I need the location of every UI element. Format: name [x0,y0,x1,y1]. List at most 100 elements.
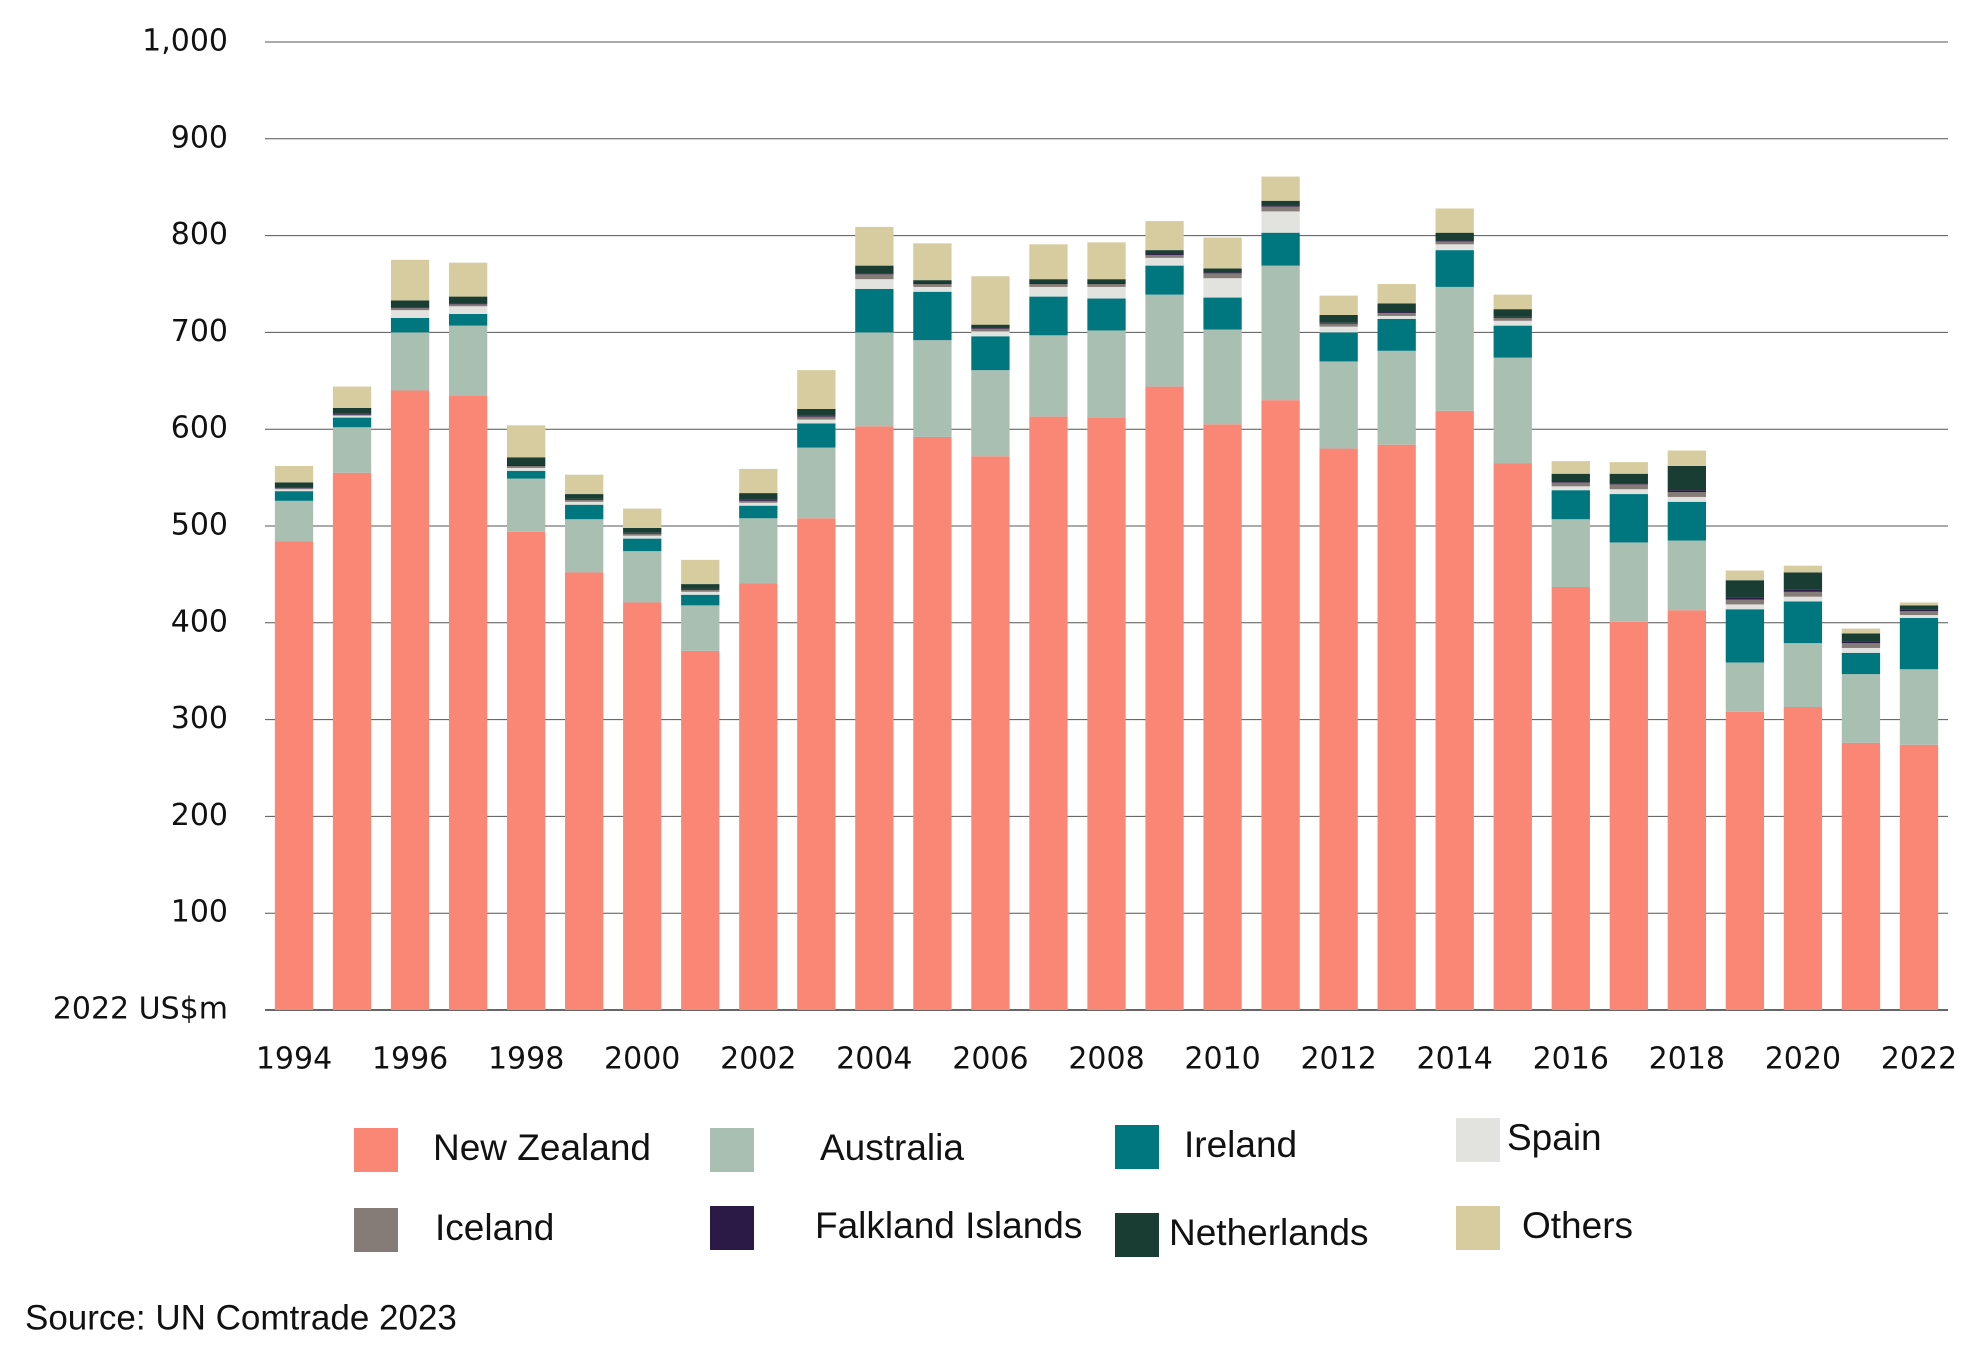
bar-segment [390,300,430,308]
bar-segment [797,447,836,519]
bar-segment [1087,283,1126,284]
bar-segment [1609,621,1648,1010]
bar-segment [1725,609,1765,663]
bar-segment [565,501,604,505]
y-tick-label: 600 [171,411,228,446]
legend-swatch [1115,1125,1159,1169]
bar-segment [1551,482,1590,487]
x-tick-label: 2006 [952,1042,1028,1077]
bar-segment [1087,242,1126,280]
bar-segment [274,500,314,542]
bar-segment [507,457,546,466]
y-tick-label: 1,000 [142,24,228,59]
bar-segment [623,533,662,536]
y-tick-label: 200 [171,798,228,833]
legend-swatch [710,1206,754,1250]
bar-segment [332,415,372,418]
bar-segment [332,417,372,428]
bar-segment [1783,591,1823,597]
legend-swatch [710,1128,754,1172]
bar-segment [623,551,662,603]
bar-segment [1145,294,1184,387]
bar-segment [1493,294,1532,310]
bar-segment [913,291,952,341]
bar-segment [1261,205,1300,207]
y-tick-label: 500 [171,508,228,543]
bar-segment [681,605,720,651]
bar-segment [1435,241,1474,245]
bar-segment [448,262,488,297]
bar-segment [1899,617,1939,670]
bar-segment [913,340,952,437]
bar-segment [1609,483,1648,485]
bar-segment [1319,448,1358,1010]
bar-segment [507,470,546,479]
y-tick-label: 700 [171,314,228,349]
bar-segment [1029,283,1068,284]
bar-segment [1087,286,1126,299]
bar-segment [1899,605,1939,610]
bar-segment [448,325,488,396]
bar-segment [1087,284,1126,287]
bar-segment [739,502,778,506]
bar-segment [1841,652,1881,675]
bar-segment [855,332,894,427]
bar-segment [855,279,894,289]
bar-segment [1261,400,1300,1010]
bar-segment [1261,211,1300,233]
bar-segment [1435,250,1474,287]
x-tick-label: 2008 [1068,1042,1144,1077]
bar-segment [1725,597,1765,600]
bar-segment [1203,268,1242,273]
y-tick-label: 400 [171,604,228,639]
bar-segment [332,413,372,415]
bar-segment [1029,296,1068,336]
y-tick-label: 300 [171,701,228,736]
bar-segment [1377,303,1416,313]
bar-segment [1783,707,1823,1010]
bar-segment [1667,496,1706,502]
bar-segment [1203,278,1242,298]
bar-segment [390,259,430,301]
bar-segment [797,408,836,416]
bar-segment [739,518,778,584]
bar-segment [1319,322,1358,324]
bar-segment [1203,237,1242,269]
bar-segment [565,519,604,573]
bar-segment [1667,465,1706,491]
y-tick-label: 2022 US$m [53,992,228,1027]
legend-label: Netherlands [1169,1212,1369,1253]
bar-segment [1377,315,1416,319]
bar-segment [681,594,720,606]
bar-segment [1493,463,1532,1011]
bar-segment [1609,494,1648,543]
bar-segment [1667,490,1706,493]
bar-segment [1029,335,1068,417]
bar-segment [1667,501,1706,541]
bar-segment [1435,286,1474,411]
bar-segment [1377,312,1416,314]
bar-segment [1783,601,1823,644]
bar-segment [971,324,1010,328]
bar-segment [1087,417,1126,1011]
bar-segment [1667,492,1706,497]
bar-segment [1377,318,1416,351]
bar-segment [681,591,720,595]
bar-segment [1029,279,1068,284]
bar-segment [739,583,778,1010]
bar-segment [565,504,604,520]
bar-segment [971,370,1010,457]
bar-segment [913,284,952,287]
bar-segment [1435,410,1474,1011]
bar-segment [913,280,952,284]
bar-segment [1145,386,1184,1010]
bar-segment [1841,628,1881,634]
bar-segment [1899,611,1939,616]
bar-segment [1609,489,1648,495]
bar-segment [1899,669,1939,745]
bar-segment [623,535,662,539]
bar-segment [971,336,1010,371]
bar-segment [1609,462,1648,474]
bar-segment [274,491,314,501]
bar-segment [1667,450,1706,466]
